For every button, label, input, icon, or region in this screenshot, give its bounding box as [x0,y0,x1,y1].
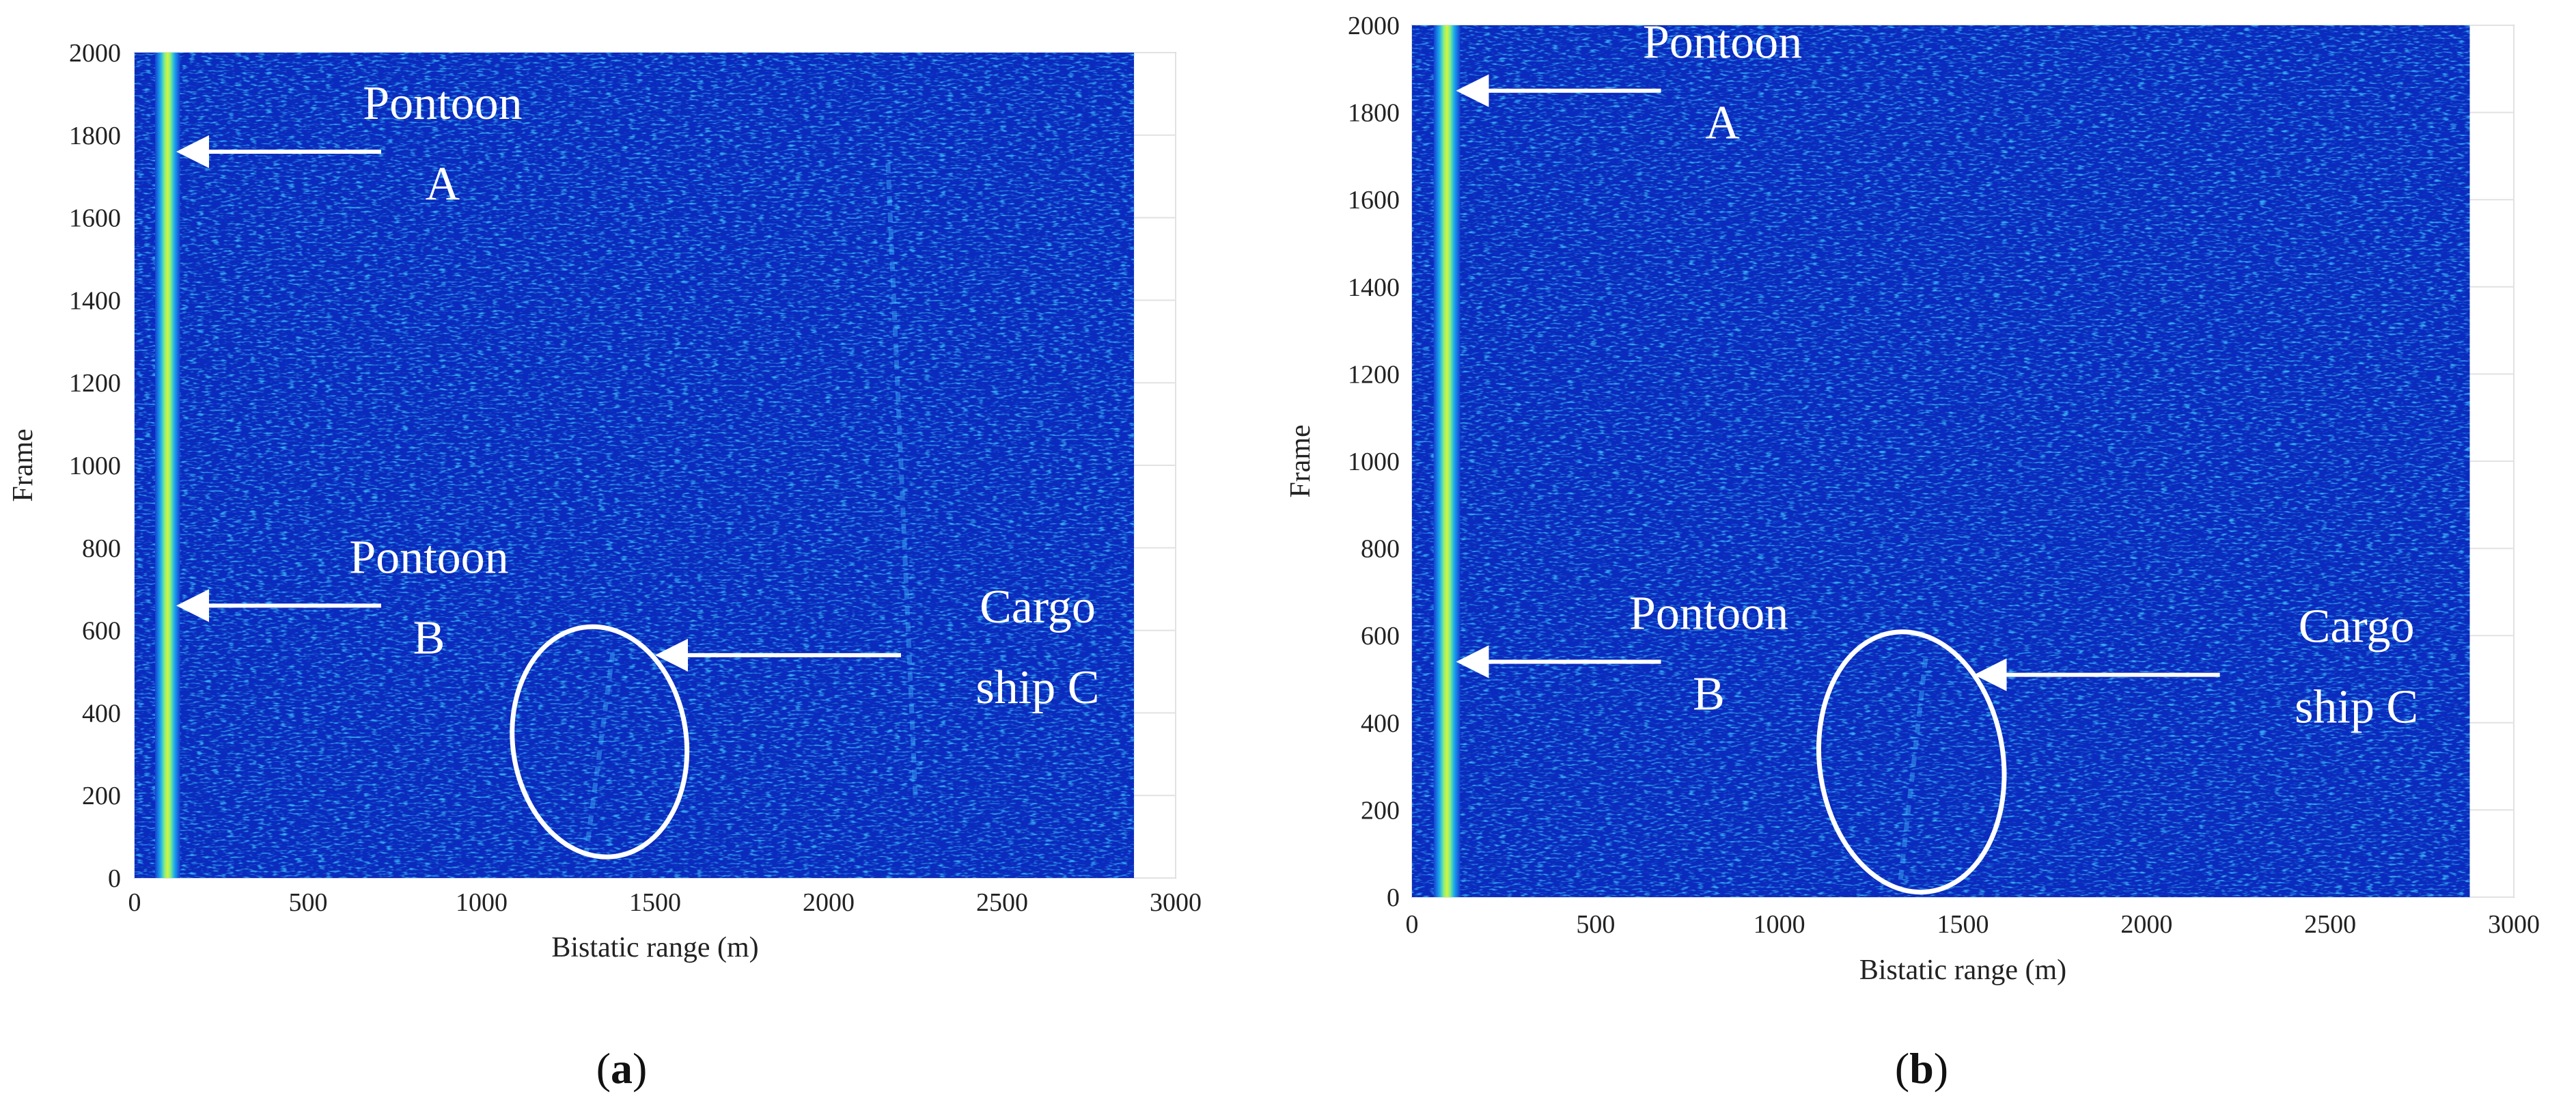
x-tick-label: 2000 [2120,910,2172,939]
y-tick-label: 400 [82,699,121,728]
y-tick-label: 200 [82,782,121,810]
chart-panel-b: Pontoon A Pontoon B Cargo ship C 0 500 1000 1500 2… [1285,12,2540,1093]
cargo-ship-ellipse [510,624,690,860]
annotation-label: Cargo [980,581,1096,633]
panel-label: (a) [596,1044,648,1093]
y-tick-label: 400 [1361,709,1400,738]
y-tick-label: 1600 [1348,186,1400,215]
annotation-label: Pontoon [1643,16,1802,69]
chart-panel-a: Pontoon A Pontoon B Cargo ship C 0 500 1000 1500 2… [8,39,1202,1093]
annotation-label: A [426,158,460,210]
x-tick-label: 0 [128,888,141,917]
y-tick-label: 1800 [1348,99,1400,128]
y-tick-label: 1200 [1348,360,1400,389]
y-tick-label: 200 [1361,796,1400,825]
y-tick-label: 600 [1361,622,1400,650]
y-tick-label: 1000 [69,452,121,480]
x-tick-label: 2500 [2304,910,2356,939]
annotation-label: B [1693,668,1725,720]
x-tick-label: 3000 [1150,888,1202,917]
panel-label: (b) [1895,1044,1948,1093]
x-axis-label: Bistatic range (m) [1859,955,2066,986]
y-tick-label: 1400 [1348,273,1400,302]
annotation-label: Cargo [2299,601,2415,653]
x-tick-label: 1000 [456,888,508,917]
y-tick-label: 1600 [69,204,121,233]
y-tick-label: 1000 [1348,448,1400,476]
annotation-label: ship C [2295,681,2418,734]
strong-target-track [154,53,180,878]
y-tick-label: 1200 [69,369,121,398]
y-tick-label: 1400 [69,286,121,315]
y-axis-label: Frame [8,428,39,502]
y-tick-label: 2000 [69,39,121,68]
y-tick-label: 600 [82,617,121,646]
annotation-label: A [1705,97,1740,150]
y-tick-label: 0 [1387,883,1400,912]
x-tick-label: 500 [1576,910,1615,939]
annotation-label: B [413,612,445,664]
y-tick-label: 800 [1361,535,1400,564]
annotation-label: Pontoon [363,77,522,130]
x-tick-label: 1500 [629,888,681,917]
weak-target-track [885,155,918,796]
strong-target-track [1433,25,1460,897]
annotation-label: ship C [976,661,1100,714]
cargo-ship-ellipse [1816,629,2007,895]
x-tick-label: 500 [289,888,328,917]
heatmap-speckle [135,53,1135,878]
weak-target-track [1898,653,1929,880]
annotation-label: Pontoon [1629,587,1788,640]
x-tick-label: 1500 [1937,910,1989,939]
x-tick-label: 1000 [1754,910,1805,939]
y-tick-label: 1800 [69,122,121,150]
x-tick-label: 3000 [2488,910,2540,939]
heatmap-speckle [1412,25,2470,897]
x-axis-label: Bistatic range (m) [551,932,758,963]
annotation-label: Pontoon [349,531,508,584]
weak-target-track [583,646,616,858]
x-tick-label: 0 [1406,910,1419,939]
x-tick-label: 2500 [976,888,1028,917]
y-axis-label: Frame [1285,424,1316,497]
x-tick-label: 2000 [803,888,855,917]
y-tick-label: 2000 [1348,12,1400,40]
y-tick-label: 800 [82,534,121,563]
y-tick-label: 0 [108,864,121,893]
